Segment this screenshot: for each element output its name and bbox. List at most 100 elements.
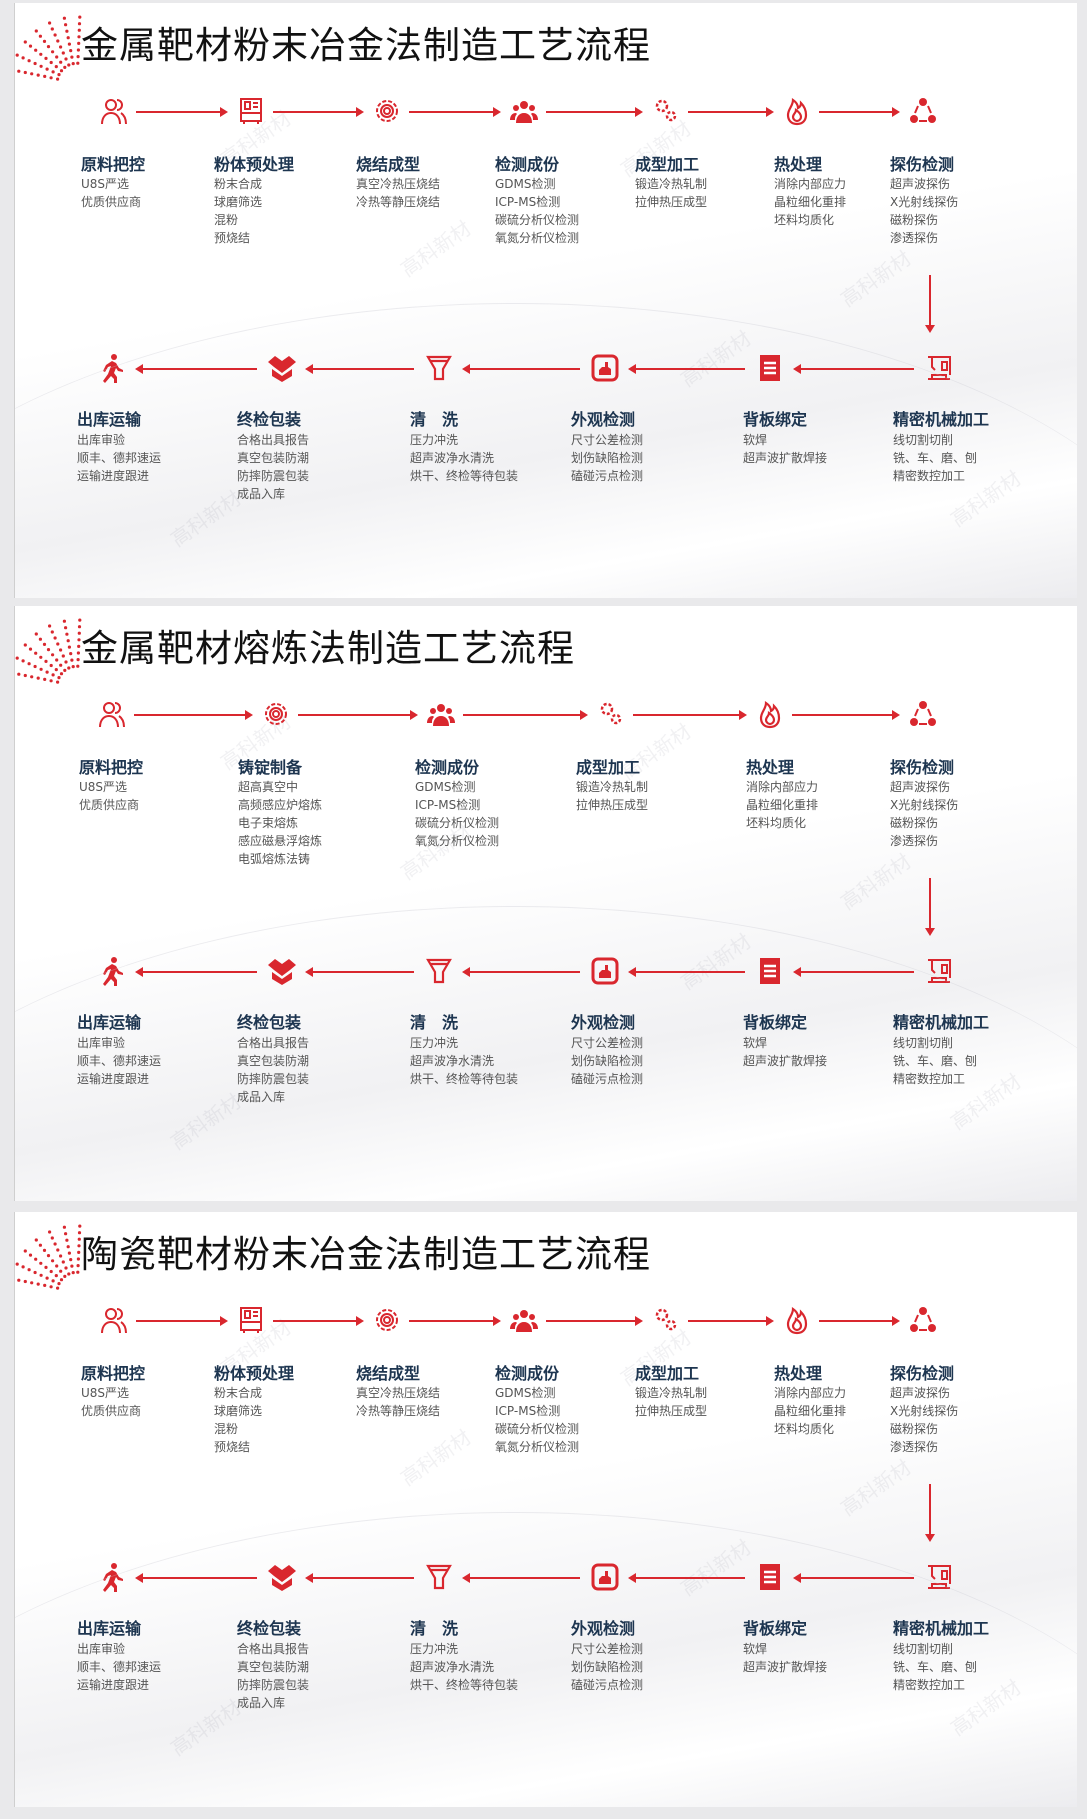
step-detail: 软焊 bbox=[743, 433, 768, 447]
step-detail: 磁粉探伤 bbox=[890, 213, 939, 227]
step-detail: 运输进度跟进 bbox=[77, 1072, 150, 1086]
step-detail: 超声波探伤 bbox=[890, 780, 951, 794]
step-title: 终检包装 bbox=[237, 1619, 302, 1638]
step-detail: 锻造冷热轧制 bbox=[635, 1386, 708, 1400]
step-title: 热处理 bbox=[774, 1364, 823, 1383]
users-icon bbox=[99, 1305, 129, 1335]
step-detail: 线切割切削 bbox=[893, 1642, 954, 1656]
step-detail: 运输进度跟进 bbox=[77, 469, 150, 483]
step-title: 清 洗 bbox=[410, 410, 459, 429]
users-icon bbox=[97, 699, 127, 729]
cogs-icon bbox=[651, 1305, 681, 1335]
document-icon bbox=[755, 1562, 785, 1592]
cnc-icon bbox=[924, 956, 954, 986]
watermark-text: 高科新材 bbox=[396, 215, 476, 282]
funnel-icon bbox=[424, 1562, 454, 1592]
arrow-left-icon bbox=[135, 967, 257, 977]
step-detail: 超声波扩散焊接 bbox=[743, 1054, 828, 1068]
step-detail: 成品入库 bbox=[237, 1696, 286, 1710]
watermark-text: 高科新材 bbox=[676, 325, 756, 392]
arrow-down-icon bbox=[925, 1484, 935, 1542]
team-icon bbox=[509, 96, 539, 126]
step-detail: 磕碰污点检测 bbox=[571, 1072, 644, 1086]
arrow-right-icon bbox=[546, 107, 643, 117]
step-detail: GDMS检测 bbox=[415, 780, 476, 794]
arrow-left-icon bbox=[793, 1573, 914, 1583]
arrow-left-icon bbox=[135, 364, 257, 374]
step-detail: 划伤缺陷检测 bbox=[571, 451, 644, 465]
step-detail: X光射线探伤 bbox=[890, 798, 959, 812]
watermark-text: 高科新材 bbox=[166, 485, 246, 552]
watermark-text: 高科新材 bbox=[166, 1088, 246, 1155]
cnc-icon bbox=[924, 1562, 954, 1592]
step-detail: 划伤缺陷检测 bbox=[571, 1660, 644, 1674]
step-detail: 超高真空中 bbox=[238, 780, 299, 794]
arrow-left-icon bbox=[628, 1573, 745, 1583]
step-detail: 顺丰、德邦速运 bbox=[77, 1660, 162, 1674]
section-title: 金属靶材粉末冶金法制造工艺流程 bbox=[81, 24, 651, 67]
step-detail: 渗透探伤 bbox=[890, 1440, 939, 1454]
arrow-left-icon bbox=[462, 967, 580, 977]
arrow-right-icon bbox=[136, 1316, 228, 1326]
step-title: 出库运输 bbox=[77, 410, 142, 429]
process-section: 金属靶材熔炼法制造工艺流程 高科新材 高科新材 高科新材 高科新材 高科新材 高科新材 高科新… bbox=[14, 606, 1077, 1201]
arrow-right-icon bbox=[688, 1316, 774, 1326]
step-detail: 合格出具报告 bbox=[237, 1642, 310, 1656]
step-detail: 碳硫分析仪检测 bbox=[495, 213, 580, 227]
users-icon bbox=[99, 96, 129, 126]
step-title: 成型加工 bbox=[576, 758, 641, 777]
step-detail: U8S严选 bbox=[81, 1386, 130, 1400]
step-detail: U8S严选 bbox=[79, 780, 128, 794]
step-detail: 渗透探伤 bbox=[890, 231, 939, 245]
walking-icon bbox=[97, 1562, 127, 1594]
step-detail: 磕碰污点检测 bbox=[571, 1678, 644, 1692]
step-detail: 高频感应炉熔炼 bbox=[238, 798, 323, 812]
gear-icon bbox=[372, 1305, 402, 1335]
step-detail: 拉伸热压成型 bbox=[576, 798, 649, 812]
step-title: 原料把控 bbox=[81, 1364, 146, 1383]
step-detail: 防摔防震包装 bbox=[237, 1678, 310, 1692]
cnc-icon bbox=[924, 353, 954, 383]
walking-icon bbox=[97, 956, 127, 988]
step-title: 粉体预处理 bbox=[214, 1364, 295, 1383]
step-detail: 真空包装防潮 bbox=[237, 1660, 310, 1674]
arrow-right-icon bbox=[792, 710, 900, 720]
box-icon bbox=[267, 353, 297, 383]
step-title: 成型加工 bbox=[635, 1364, 700, 1383]
step-detail: 压力冲洗 bbox=[410, 433, 459, 447]
step-detail: ICP-MS检测 bbox=[495, 1404, 561, 1418]
step-detail: 超声波探伤 bbox=[890, 177, 951, 191]
step-title: 外观检测 bbox=[571, 410, 636, 429]
step-detail: 超声波净水清洗 bbox=[410, 1660, 495, 1674]
step-detail: 软焊 bbox=[743, 1036, 768, 1050]
step-title: 精密机械加工 bbox=[893, 410, 990, 429]
step-detail: 防摔防震包装 bbox=[237, 469, 310, 483]
section-title: 金属靶材熔炼法制造工艺流程 bbox=[81, 627, 575, 670]
arrow-down-icon bbox=[925, 275, 935, 333]
watermark-text: 高科新材 bbox=[676, 1534, 756, 1601]
step-title: 背板绑定 bbox=[743, 410, 808, 429]
team-icon bbox=[426, 699, 456, 729]
step-detail: 烘干、终检等待包装 bbox=[410, 1678, 519, 1692]
step-detail: 晶粒细化重排 bbox=[746, 798, 819, 812]
step-detail: 铣、车、磨、刨 bbox=[893, 451, 978, 465]
step-detail: 磁粉探伤 bbox=[890, 816, 939, 830]
box-icon bbox=[267, 956, 297, 986]
step-detail: 碳硫分析仪检测 bbox=[495, 1422, 580, 1436]
step-title: 原料把控 bbox=[81, 155, 146, 174]
walking-icon bbox=[97, 353, 127, 385]
step-detail: 混粉 bbox=[214, 213, 239, 227]
step-detail: 球磨筛选 bbox=[214, 195, 263, 209]
step-detail: 真空包装防潮 bbox=[237, 451, 310, 465]
step-detail: 锻造冷热轧制 bbox=[576, 780, 649, 794]
step-detail: 消除内部应力 bbox=[774, 177, 847, 191]
arrow-right-icon bbox=[819, 107, 900, 117]
inspection-icon bbox=[590, 956, 620, 986]
step-detail: 优质供应商 bbox=[81, 1404, 142, 1418]
arrow-left-icon bbox=[305, 967, 414, 977]
step-detail: GDMS检测 bbox=[495, 1386, 556, 1400]
step-detail: 出库审验 bbox=[77, 433, 126, 447]
step-detail: 碳硫分析仪检测 bbox=[415, 816, 500, 830]
step-title: 终检包装 bbox=[237, 1013, 302, 1032]
step-detail: 铣、车、磨、刨 bbox=[893, 1660, 978, 1674]
